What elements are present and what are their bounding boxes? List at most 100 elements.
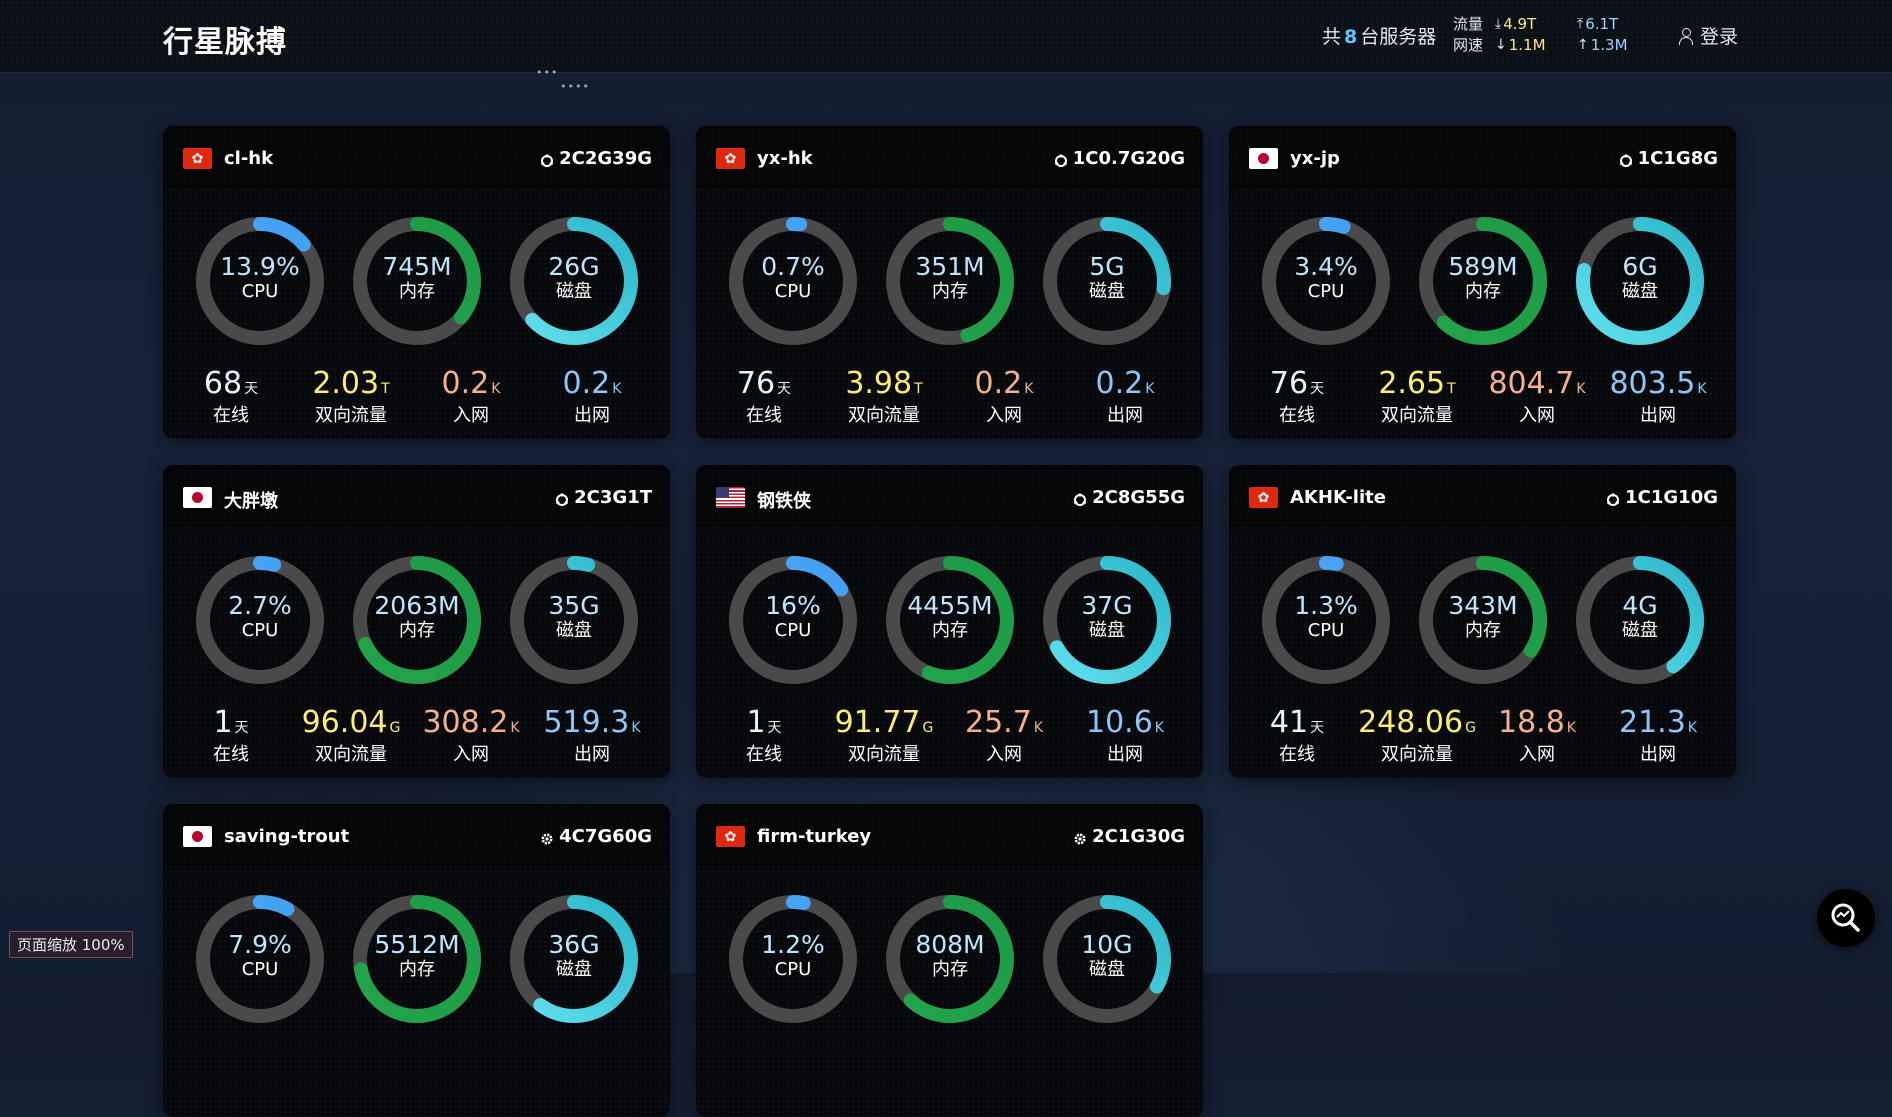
server-card[interactable]: ✿ AKHK-lite 1C1G10G 1.3% CPU 343M 内存 4G 磁盘 41 天在线 2… <box>1229 465 1736 778</box>
disk-gauge: 36G 磁盘 <box>509 894 639 1024</box>
online-days-stat-label: 在线 <box>746 744 782 765</box>
server-card[interactable]: yx-jp 1C1G8G 3.4% CPU 589M 内存 6G 磁盘 76 天在线 2.65 T 双向… <box>1229 126 1736 439</box>
disk-gauge: 5G 磁盘 <box>1042 216 1172 346</box>
memory-gauge: 2063M 内存 <box>352 555 482 685</box>
cpu-gauge-arc <box>729 895 857 1023</box>
memory-gauge-ring <box>886 217 1014 345</box>
cpu-gauge-label: CPU <box>241 620 279 641</box>
online-days-stat-unit: 天 <box>1310 720 1325 736</box>
total-traffic-stat-value-row: 91.77 G <box>824 707 944 744</box>
inbound-stat-label: 入网 <box>1519 405 1555 426</box>
server-card[interactable]: saving-trout 4C7G60G 7.9% CPU 5512M 内存 36G 磁盘 <box>163 804 670 1117</box>
memory-gauge-arc <box>886 217 1014 345</box>
inbound-stat-value-row: 18.8 K <box>1477 707 1597 744</box>
cpu-gauge-arc <box>196 895 324 1023</box>
card-header: ✿ AKHK-lite 1C1G10G <box>1229 465 1736 527</box>
outbound-stat: 0.2 K 出网 <box>532 368 652 427</box>
online-days-stat-value: 76 <box>1269 366 1309 401</box>
inbound-stat-label: 入网 <box>453 744 489 765</box>
server-card[interactable]: ✿ cl-hk 2C2G39G 13.9% CPU 745M 内存 26G 磁盘 68 天在线 2.0… <box>163 126 670 439</box>
cpu-gauge-value: 7.9% <box>228 930 292 959</box>
online-days-stat-value: 1 <box>746 705 766 740</box>
disk-gauge-ring <box>1576 556 1704 684</box>
memory-gauge-value: 351M <box>915 252 985 281</box>
inbound-stat-unit: K <box>1576 381 1586 397</box>
memory-gauge-arc <box>1419 217 1547 345</box>
online-days-stat-unit: 天 <box>234 720 249 736</box>
outbound-stat-unit: K <box>631 720 641 736</box>
linux-icon <box>555 491 569 506</box>
inbound-stat-value: 804.7 <box>1488 366 1575 401</box>
outbound-stat-value: 519.3 <box>543 705 630 740</box>
server-count: 共 8 台服务器 <box>1322 26 1437 48</box>
cpu-gauge-value: 0.7% <box>761 252 825 281</box>
inbound-stat: 804.7 K 入网 <box>1477 368 1597 427</box>
search-fab-button[interactable] <box>1817 889 1875 947</box>
disk-gauge-arc <box>510 217 638 345</box>
disk-gauge-value: 6G <box>1622 252 1658 281</box>
total-traffic-stat: 2.65 T 双向流量 <box>1357 368 1477 427</box>
total-traffic-stat-value-row: 96.04 G <box>291 707 411 744</box>
server-spec: 2C3G1T <box>555 487 652 508</box>
server-name: saving-trout <box>224 826 350 847</box>
linux-icon <box>1054 152 1068 167</box>
outbound-stat-value: 10.6 <box>1086 705 1153 740</box>
card-header: ✿ yx-hk 1C0.7G20G <box>696 126 1203 188</box>
total-traffic-stat-value: 96.04 <box>301 705 388 740</box>
memory-gauge: 745M 内存 <box>352 216 482 346</box>
outbound-stat-value-row: 10.6 K <box>1065 707 1185 744</box>
server-spec-text: 1C0.7G20G <box>1072 148 1185 169</box>
total-traffic-stat: 2.03 T 双向流量 <box>291 368 411 427</box>
total-traffic-stat-unit: T <box>914 381 923 397</box>
total-traffic-stat-unit: G <box>1465 720 1476 736</box>
cpu-gauge-value: 3.4% <box>1294 252 1358 281</box>
cpu-gauge-label: CPU <box>774 620 812 641</box>
server-card[interactable]: ✿ firm-turkey 2C1G30G 1.2% CPU 808M 内存 10G 磁盘 <box>696 804 1203 1117</box>
inbound-stat-value-row: 308.2 K <box>411 707 531 744</box>
memory-gauge-label: 内存 <box>1465 281 1501 302</box>
total-traffic-stat: 91.77 G 双向流量 <box>824 707 944 766</box>
online-days-stat: 1 天在线 <box>171 707 291 766</box>
online-days-stat-value-row: 41 天 <box>1237 707 1357 744</box>
outbound-stat-label: 出网 <box>574 744 610 765</box>
server-card[interactable]: 大胖墩 2C3G1T 2.7% CPU 2063M 内存 35G 磁盘 1 天在线 96.04 G 双向… <box>163 465 670 778</box>
total-traffic-stat-unit: T <box>381 381 390 397</box>
inbound-stat: 0.2 K 入网 <box>944 368 1064 427</box>
inbound-stat-value: 308.2 <box>422 705 509 740</box>
outbound-stat-unit: K <box>1697 381 1707 397</box>
online-days-stat-label: 在线 <box>1279 405 1315 426</box>
top-bar: 行星脉搏 ••• •••• 共 8 台服务器 流量 ⤓ 4.9T ⤒ 6.1T 网速 ↓… <box>0 0 1892 93</box>
server-card[interactable]: 钢铁侠 2C8G55G 16% CPU 4455M 内存 37G 磁盘 1 天在线 91.77 G 双向… <box>696 465 1203 778</box>
total-traffic-stat-value: 3.98 <box>845 366 913 401</box>
decorative-dots: ••• <box>536 66 559 79</box>
cpu-gauge: 2.7% CPU <box>195 555 325 685</box>
inbound-stat-unit: K <box>510 720 520 736</box>
total-traffic-stat-label: 双向流量 <box>315 744 387 765</box>
online-days-stat-value: 68 <box>203 366 243 401</box>
total-traffic-stat-value-row: 248.06 G <box>1357 707 1477 744</box>
inbound-stat-value-row: 0.2 K <box>944 368 1064 405</box>
inbound-stat-unit: K <box>1024 381 1034 397</box>
outbound-stat-label: 出网 <box>1107 744 1143 765</box>
up-arrow-icon: ↑ <box>1577 37 1589 53</box>
memory-gauge-value: 589M <box>1448 252 1518 281</box>
cpu-gauge: 7.9% CPU <box>195 894 325 1024</box>
disk-gauge: 37G 磁盘 <box>1042 555 1172 685</box>
inbound-stat-unit: K <box>491 381 501 397</box>
outbound-stat-unit: K <box>612 381 622 397</box>
memory-gauge-ring <box>353 217 481 345</box>
card-header: ✿ cl-hk 2C2G39G <box>163 126 670 188</box>
outbound-stat-label: 出网 <box>1640 405 1676 426</box>
outbound-stat-value-row: 21.3 K <box>1598 707 1718 744</box>
outbound-stat-value: 21.3 <box>1619 705 1686 740</box>
gear-icon <box>540 830 554 844</box>
login-button[interactable]: 登录 <box>1678 22 1738 49</box>
outbound-stat-unit: K <box>1145 381 1155 397</box>
online-days-stat-unit: 天 <box>244 381 259 397</box>
memory-gauge-arc <box>353 556 481 684</box>
outbound-stat-value-row: 0.2 K <box>532 368 652 405</box>
server-card[interactable]: ✿ yx-hk 1C0.7G20G 0.7% CPU 351M 内存 5G 磁盘 76 天在线 3.9… <box>696 126 1203 439</box>
disk-gauge-value: 5G <box>1089 252 1125 281</box>
cpu-gauge-arc <box>1262 556 1390 684</box>
speed-down-value: 1.1M <box>1508 36 1546 54</box>
